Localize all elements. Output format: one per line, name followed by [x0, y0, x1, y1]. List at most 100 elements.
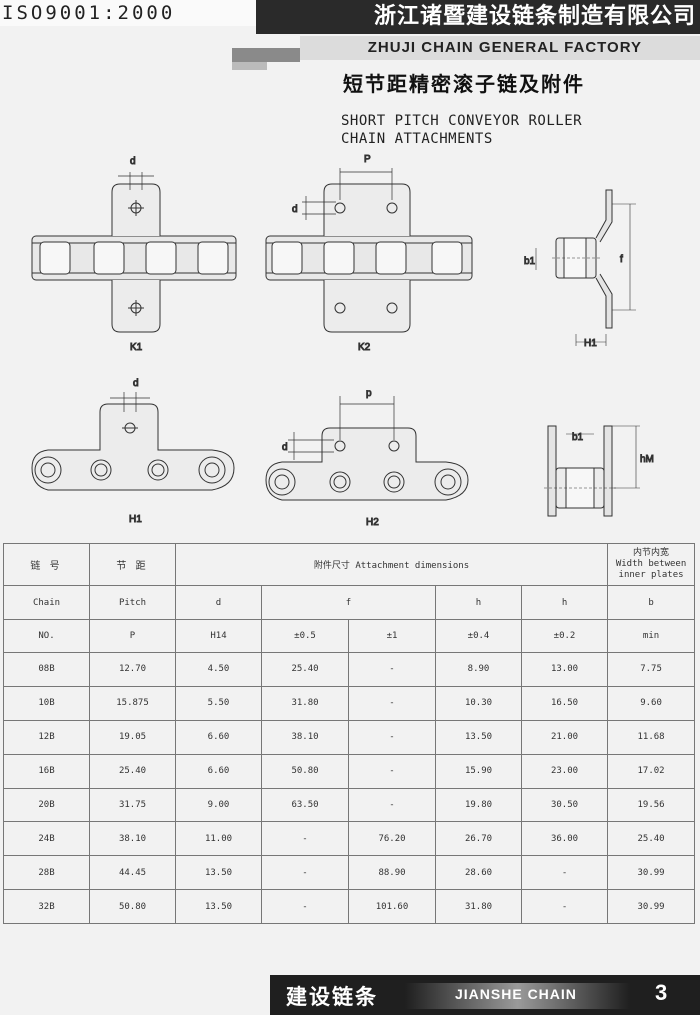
company-name-cn: 浙江诸暨建设链条制造有限公司 — [256, 0, 700, 34]
table-cell: 13.50 — [435, 719, 522, 755]
table-cell: - — [348, 652, 436, 687]
table-cell: 10B — [3, 685, 90, 721]
header-width-cn: 内节内宽 — [633, 548, 670, 558]
table-cell: 23.00 — [520, 753, 609, 789]
side-hM-label: hM — [640, 454, 654, 465]
table-row: 16B 25.40 6.60 50.80-15.90 23.00 17.02 — [3, 753, 696, 789]
table-cell: 6.60 — [175, 719, 262, 755]
table-cell: 32B — [3, 889, 90, 925]
side-view-k — [535, 189, 636, 346]
header-h1: h — [435, 585, 522, 620]
table-cell: 30.99 — [607, 855, 696, 891]
header-p: P — [89, 619, 176, 653]
header-decoration — [232, 48, 300, 62]
footer-highlight — [405, 983, 630, 1009]
header-chain-cn: 链 号 — [3, 543, 90, 586]
header-width-inner: 内节内宽 Width between inner plates — [607, 543, 696, 586]
table-cell: 15.90 — [435, 753, 522, 789]
side-b1-label: b1 — [524, 256, 536, 267]
h2-drawing — [265, 396, 469, 501]
header-width-en2: inner plates — [618, 570, 684, 580]
table-cell: 31.80 — [261, 685, 349, 721]
header-tol-h1: ±0.4 — [435, 619, 522, 653]
header-pitch: Pitch — [89, 585, 176, 620]
table-cell: 31.80 — [435, 889, 522, 925]
attachment-spec-table: 链 号 节 距 附件尺寸 Attachment dimensions 内节内宽 … — [3, 543, 696, 925]
header-f: f — [261, 585, 436, 620]
h1-d-label: d — [133, 378, 139, 389]
h2-d-label: d — [282, 442, 288, 453]
table-cell: 7.75 — [607, 652, 696, 687]
table-cell: 50.80 — [89, 889, 176, 925]
table-cell: 76.20 — [348, 821, 436, 857]
footer-brand-en: JIANSHE CHAIN — [455, 986, 577, 1002]
table-cell: - — [261, 855, 349, 891]
table-row: 20B 31.75 9.00 63.50-19.80 30.50 19.56 — [3, 787, 696, 823]
header-min: min — [607, 619, 696, 653]
k2-label: K2 — [358, 342, 371, 353]
page-title-en-line1: SHORT PITCH CONVEYOR ROLLER — [341, 113, 583, 129]
header-tol-h2: ±0.2 — [520, 619, 609, 653]
table-row: 10B 15.875 5.50 31.80-10.30 16.50 9.60 — [3, 685, 696, 721]
table-cell: - — [348, 719, 436, 755]
h1-drawing — [31, 392, 235, 491]
table-row: 32B 50.80 13.50-101.60 31.80-30.99 — [3, 889, 696, 925]
page-title-en-line2: CHAIN ATTACHMENTS — [341, 131, 493, 147]
table-cell: 19.05 — [89, 719, 176, 755]
header-h2: h — [520, 585, 609, 620]
side-H1-label: H1 — [584, 338, 597, 349]
table-cell: 6.60 — [175, 753, 262, 789]
header-decoration-light — [232, 62, 267, 70]
page-title-cn: 短节距精密滚子链及附件 — [343, 72, 585, 96]
table-cell: 11.68 — [607, 719, 696, 755]
side-f-label: f — [620, 254, 623, 265]
table-cell: 08B — [3, 652, 90, 687]
table-cell: 19.80 — [435, 787, 522, 823]
header-chain: Chain — [3, 585, 90, 620]
table-cell: 88.90 — [348, 855, 436, 891]
table-cell: 28B — [3, 855, 90, 891]
table-row: 24B 38.10 11.00-76.20 26.70 36.00 25.40 — [3, 821, 696, 857]
h2-p-label: p — [366, 388, 372, 399]
table-cell: 16.50 — [520, 685, 609, 721]
table-cell: 13.50 — [175, 889, 262, 925]
table-row: 28B 44.45 13.50-88.90 28.60-30.99 — [3, 855, 696, 891]
table-cell: 21.00 — [520, 719, 609, 755]
table-cell: 15.875 — [89, 685, 176, 721]
table-cell: 5.50 — [175, 685, 262, 721]
h1-label: H1 — [129, 514, 142, 525]
table-cell: 16B — [3, 753, 90, 789]
table-cell: 10.30 — [435, 685, 522, 721]
side-view-h — [544, 425, 640, 517]
header-tol-f1: ±0.5 — [261, 619, 349, 653]
k1-drawing — [31, 172, 237, 333]
header-width-en1: Width between — [615, 559, 687, 569]
table-cell: 30.50 — [520, 787, 609, 823]
table-cell: 26.70 — [435, 821, 522, 857]
table-row: 08B 12.70 4.50 25.40-8.90 13.00 7.75 — [3, 652, 696, 687]
table-cell: 17.02 — [607, 753, 696, 789]
table-cell: 25.40 — [607, 821, 696, 857]
header-d: d — [175, 585, 262, 620]
header-b: b — [607, 585, 696, 620]
table-cell: 63.50 — [261, 787, 349, 823]
header-h14: H14 — [175, 619, 262, 653]
table-cell: 38.10 — [89, 821, 176, 857]
header-attachment-dimensions: 附件尺寸 Attachment dimensions — [174, 543, 609, 586]
table-cell: - — [261, 889, 349, 925]
table-cell: - — [348, 753, 436, 789]
table-cell: 4.50 — [175, 652, 262, 687]
attachment-drawings: d K1 P d K2 f — [0, 150, 700, 535]
table-cell: 9.60 — [607, 685, 696, 721]
table-cell: 13.50 — [175, 855, 262, 891]
k1-label: K1 — [130, 342, 143, 353]
table-cell: - — [520, 889, 609, 925]
table-cell: 13.00 — [520, 652, 609, 687]
header-tol-f2: ±1 — [348, 619, 436, 653]
table-cell: 101.60 — [348, 889, 436, 925]
iso-label: ISO9001:2000 — [0, 0, 257, 26]
table-cell: 12.70 — [89, 652, 176, 687]
table-cell: 25.40 — [89, 753, 176, 789]
table-cell: 44.45 — [89, 855, 176, 891]
table-cell: 28.60 — [435, 855, 522, 891]
